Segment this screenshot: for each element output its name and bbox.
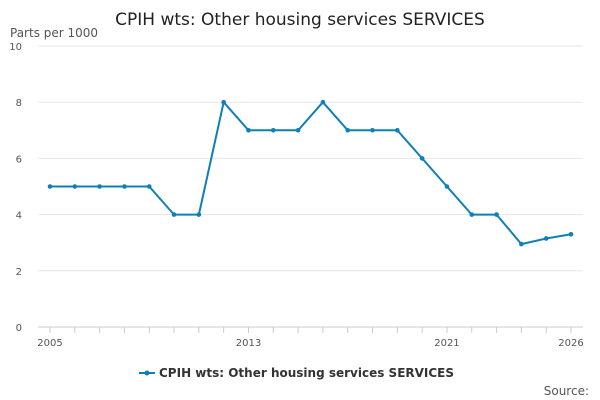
data-point[interactable] [543,236,549,241]
y-tick-label: 6 [16,154,22,165]
legend[interactable]: CPIH wts: Other housing services SERVICE… [139,366,454,380]
series-line [50,101,572,246]
data-point[interactable] [395,128,400,133]
data-point[interactable] [370,128,375,133]
data-point[interactable] [295,128,301,133]
y-tick-label: 8 [16,98,22,109]
data-point[interactable] [494,212,499,217]
y-axis-ticks: 0 2 4 6 8 10 [9,42,22,334]
source-label: Source: [544,384,589,398]
data-point[interactable] [72,184,78,189]
data-point[interactable] [146,184,152,189]
data-point[interactable] [568,231,574,237]
y-axis-unit-label: Parts per 1000 [10,26,98,40]
y-tick-label: 4 [16,211,22,222]
data-point[interactable] [97,184,102,189]
data-point[interactable] [469,212,475,217]
data-point[interactable] [171,212,177,217]
data-point[interactable] [444,184,450,189]
chart-title: CPIH wts: Other housing services SERVICE… [115,10,485,30]
data-point[interactable] [47,184,53,189]
legend-label: CPIH wts: Other housing services SERVICE… [159,366,454,380]
data-point[interactable] [246,128,251,133]
x-tick-label: 2013 [236,338,261,349]
y-tick-label: 0 [16,323,22,334]
data-point[interactable] [122,184,127,189]
data-point[interactable] [196,212,202,217]
y-tick-label: 2 [16,267,22,278]
x-axis: 2005 2013 2021 2026 [37,327,584,349]
x-tick-label: 2021 [434,338,459,349]
x-tick-label: 2026 [558,338,583,349]
data-point[interactable] [345,128,351,133]
y-tick-label: 10 [9,42,22,53]
gridlines [38,45,583,328]
data-point[interactable] [320,99,326,105]
data-point[interactable] [221,99,226,105]
data-point[interactable] [519,241,524,247]
series-layer [47,99,574,247]
x-tick-label: 2005 [37,338,62,349]
data-point[interactable] [419,156,425,161]
data-point[interactable] [270,128,276,133]
legend-swatch-marker [144,370,150,376]
